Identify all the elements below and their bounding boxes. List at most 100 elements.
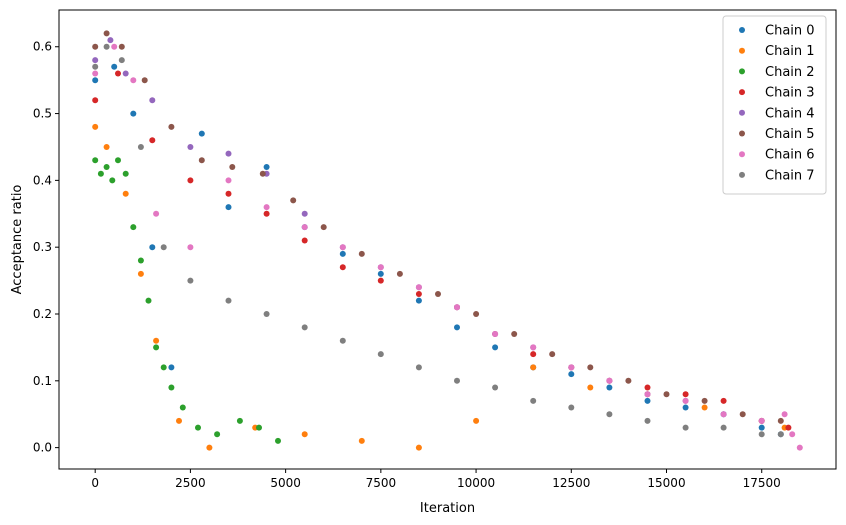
data-point (92, 123, 99, 130)
data-point (777, 431, 784, 438)
data-point (339, 244, 346, 251)
y-tick-label: 0.0 (33, 441, 52, 455)
data-point (92, 70, 99, 77)
data-point (358, 437, 365, 444)
data-point (339, 264, 346, 271)
data-point (97, 170, 104, 177)
data-point (415, 284, 422, 291)
data-point (225, 190, 232, 197)
data-point (115, 70, 121, 77)
data-point (454, 304, 460, 311)
plot-area (59, 10, 836, 469)
data-point (149, 244, 156, 251)
data-point (92, 77, 99, 84)
data-point (758, 417, 765, 424)
legend-label: Chain 7 (765, 168, 815, 183)
data-point (530, 344, 537, 351)
series-chain-7 (92, 43, 784, 438)
data-point (118, 43, 125, 50)
data-point (145, 297, 152, 304)
legend-item: Chain 3 (739, 86, 815, 101)
data-point (137, 257, 144, 264)
series-chain-2 (92, 157, 281, 444)
y-tick-label: 0.4 (33, 173, 52, 187)
data-point (168, 123, 175, 130)
y-tick-label: 0.2 (33, 307, 52, 321)
data-point (263, 164, 270, 170)
data-point (214, 431, 221, 438)
data-point (568, 404, 575, 411)
legend-item: Chain 0 (739, 24, 815, 39)
legend-label: Chain 6 (765, 148, 815, 163)
data-point (320, 224, 327, 231)
y-tick-label: 0.5 (33, 107, 52, 121)
data-point (137, 270, 144, 277)
data-point (301, 224, 308, 231)
data-point (606, 411, 613, 418)
data-point (682, 424, 689, 431)
data-point (606, 384, 613, 391)
data-point (625, 377, 632, 384)
x-tick-label: 0 (91, 476, 99, 490)
data-point (263, 210, 270, 217)
data-point (229, 164, 236, 170)
data-point (206, 444, 213, 451)
legend-label: Chain 0 (765, 24, 815, 39)
data-point (153, 210, 160, 217)
legend-marker (739, 109, 745, 116)
data-point (225, 150, 232, 157)
y-tick-label: 0.1 (33, 374, 52, 388)
data-point (796, 444, 803, 451)
x-tick-label: 15000 (647, 476, 685, 490)
data-point (644, 391, 651, 398)
data-point (187, 177, 194, 184)
data-point (701, 397, 708, 404)
data-point (103, 164, 110, 170)
data-point (415, 444, 422, 451)
data-point (168, 364, 175, 371)
data-point (682, 391, 689, 398)
data-point (644, 417, 651, 424)
legend-label: Chain 5 (765, 127, 815, 142)
data-point (568, 364, 575, 371)
legend-marker (739, 68, 745, 75)
data-point (644, 397, 651, 404)
data-point (225, 297, 232, 304)
data-point (111, 63, 118, 70)
data-point (225, 204, 232, 211)
data-point (187, 144, 194, 150)
legend-item: Chain 1 (739, 44, 815, 59)
data-point (301, 324, 308, 331)
data-point (701, 404, 708, 411)
data-point (92, 157, 99, 164)
data-point (415, 291, 422, 297)
data-point (377, 277, 384, 284)
data-point (415, 364, 422, 371)
data-point (549, 351, 556, 358)
data-point (473, 311, 480, 317)
legend-marker (739, 151, 745, 158)
data-point (301, 431, 308, 438)
data-point (720, 397, 727, 404)
data-point (511, 331, 518, 337)
data-point (92, 43, 99, 50)
data-point (149, 97, 156, 104)
data-point (130, 77, 137, 84)
data-point (160, 364, 167, 371)
data-point (187, 244, 194, 251)
legend-item: Chain 2 (739, 65, 815, 80)
data-point (149, 137, 156, 144)
x-tick-label: 7500 (366, 476, 397, 490)
x-tick-label: 12500 (552, 476, 590, 490)
data-point (109, 177, 116, 184)
legend-marker (739, 171, 745, 178)
data-point (473, 417, 480, 424)
data-point (606, 377, 613, 384)
data-point (785, 424, 792, 431)
data-point (92, 63, 99, 70)
data-point (103, 144, 110, 150)
data-point (301, 237, 308, 244)
x-tick-label: 10000 (457, 476, 495, 490)
x-tick-label: 5000 (270, 476, 301, 490)
